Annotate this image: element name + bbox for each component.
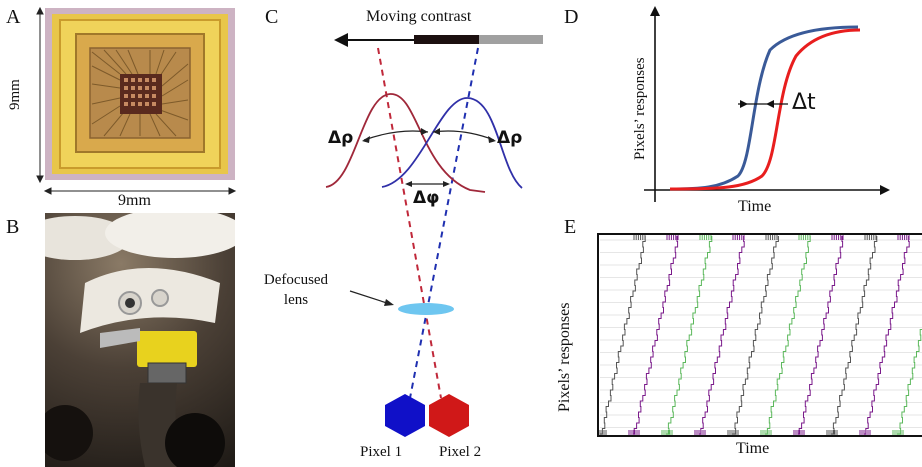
raster-trace xyxy=(633,236,679,435)
pixel2-hexagon xyxy=(429,394,469,437)
lens-label: Defocused lens xyxy=(256,270,336,310)
raster-trace xyxy=(666,236,713,435)
delta-rho-left-label: Δρ xyxy=(328,128,354,148)
delta-rho-right-label: Δρ xyxy=(497,128,523,148)
response-curve-blue xyxy=(669,25,859,191)
delta-t-label: Δt xyxy=(792,90,816,115)
moving-contrast-label: Moving contrast xyxy=(366,8,472,25)
panel-letter-e: E xyxy=(564,216,577,238)
pixel1-hexagon xyxy=(385,394,425,437)
ray-blue xyxy=(409,47,479,399)
lens-label-line1: Defocused xyxy=(263,272,329,288)
panel-letter-b: B xyxy=(6,216,20,238)
curve-pixel2 xyxy=(325,93,486,193)
delta-phi-label: Δφ xyxy=(413,188,440,208)
raster-trace xyxy=(600,236,646,435)
ray-red xyxy=(377,47,442,399)
chip-width-label: 9mm xyxy=(118,192,151,209)
panel-letter-c: C xyxy=(265,6,279,28)
chart-e-ylabel: Pixels’ responses xyxy=(556,302,573,412)
lens-label-line2: lens xyxy=(283,292,309,308)
curve-pixel1 xyxy=(381,97,523,189)
chart-d-xlabel: Time xyxy=(738,198,772,215)
raster-trace xyxy=(798,236,844,435)
lens-pointer xyxy=(349,290,391,305)
robot-photo xyxy=(45,213,235,467)
raster-trace xyxy=(765,236,811,435)
panel-letter-d: D xyxy=(564,6,579,28)
defocused-lens xyxy=(398,303,454,315)
panel-letter-a: A xyxy=(6,6,21,28)
raster-frame xyxy=(597,233,922,437)
contrast-bar-grey xyxy=(479,35,543,44)
contrast-bar-dark xyxy=(414,35,479,44)
pixel1-label: Pixel 1 xyxy=(360,444,403,460)
pixel2-label: Pixel 2 xyxy=(439,444,482,460)
motion-arrow-head xyxy=(334,33,348,47)
raster-trace xyxy=(732,236,779,435)
raster-trace xyxy=(699,236,745,435)
chart-e-xlabel: Time xyxy=(736,440,770,457)
raster-trace xyxy=(864,236,910,435)
response-curve-red xyxy=(669,28,861,191)
raster-trace xyxy=(831,236,878,435)
raster-trace xyxy=(897,329,922,435)
